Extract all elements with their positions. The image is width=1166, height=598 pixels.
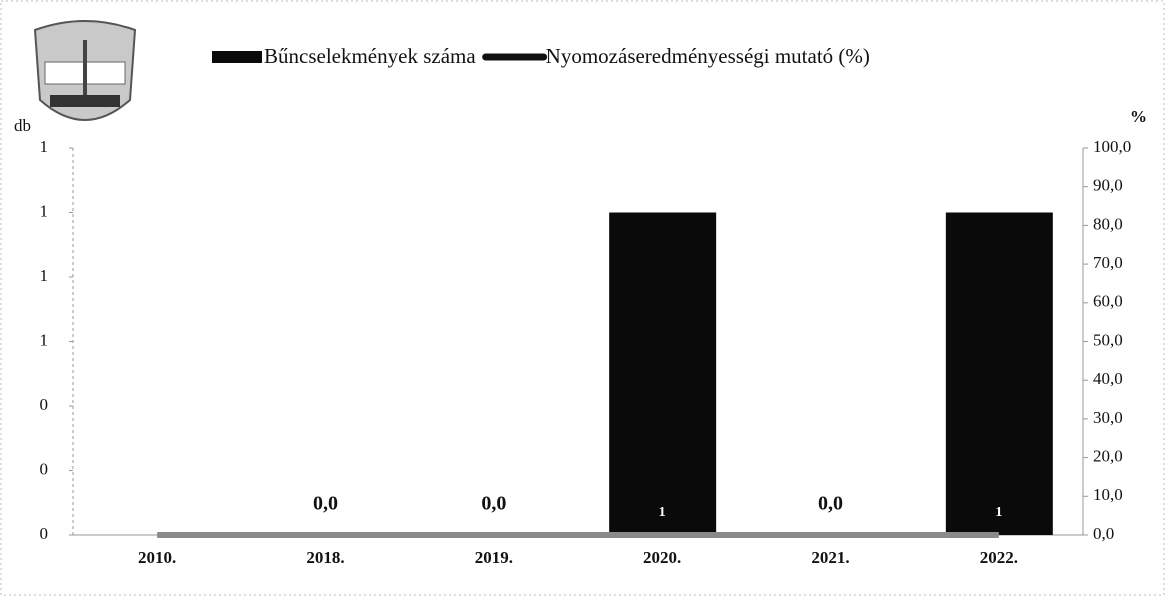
x-tick-label: 2018. [306,548,344,567]
legend-swatch [212,51,262,63]
y2-tick-label: 50,0 [1093,330,1123,349]
bar [945,212,1053,535]
y-tick-label: 0 [40,395,49,414]
y2-axis-title: % [1130,107,1147,126]
legend-label: Nyomozáseredményességi mutató (%) [546,44,870,68]
y-tick-label: 1 [40,201,49,220]
line-value-label: 0,0 [481,493,506,515]
bar [609,212,717,535]
y2-tick-label: 60,0 [1093,292,1123,311]
y2-tick-label: 100,0 [1093,137,1131,156]
bar-value-label: 1 [659,505,666,520]
bar-value-label: 1 [995,505,1002,520]
y2-tick-label: 90,0 [1093,176,1123,195]
y2-tick-label: 10,0 [1093,485,1123,504]
y-tick-label: 1 [40,266,49,285]
y2-tick-label: 20,0 [1093,447,1123,466]
y-tick-label: 1 [40,330,49,349]
x-tick-label: 2019. [475,548,513,567]
logo [33,20,137,121]
y-tick-label: 0 [40,524,49,543]
y2-tick-label: 0,0 [1093,524,1114,543]
y2-tick-label: 40,0 [1093,369,1123,388]
y2-tick-label: 70,0 [1093,253,1123,272]
legend-label: Bűncselekmények száma [264,44,476,68]
line-value-label: 0,0 [313,493,338,515]
x-tick-label: 2021. [811,548,849,567]
y2-tick-label: 80,0 [1093,214,1123,233]
y-tick-label: 0 [40,459,49,478]
x-tick-label: 2010. [138,548,176,567]
y2-tick-label: 30,0 [1093,408,1123,427]
x-tick-label: 2022. [980,548,1018,567]
x-tick-label: 2020. [643,548,681,567]
y-axis-title: db [14,116,31,135]
line-value-label: 0,0 [818,493,843,515]
y-tick-label: 1 [40,137,49,156]
